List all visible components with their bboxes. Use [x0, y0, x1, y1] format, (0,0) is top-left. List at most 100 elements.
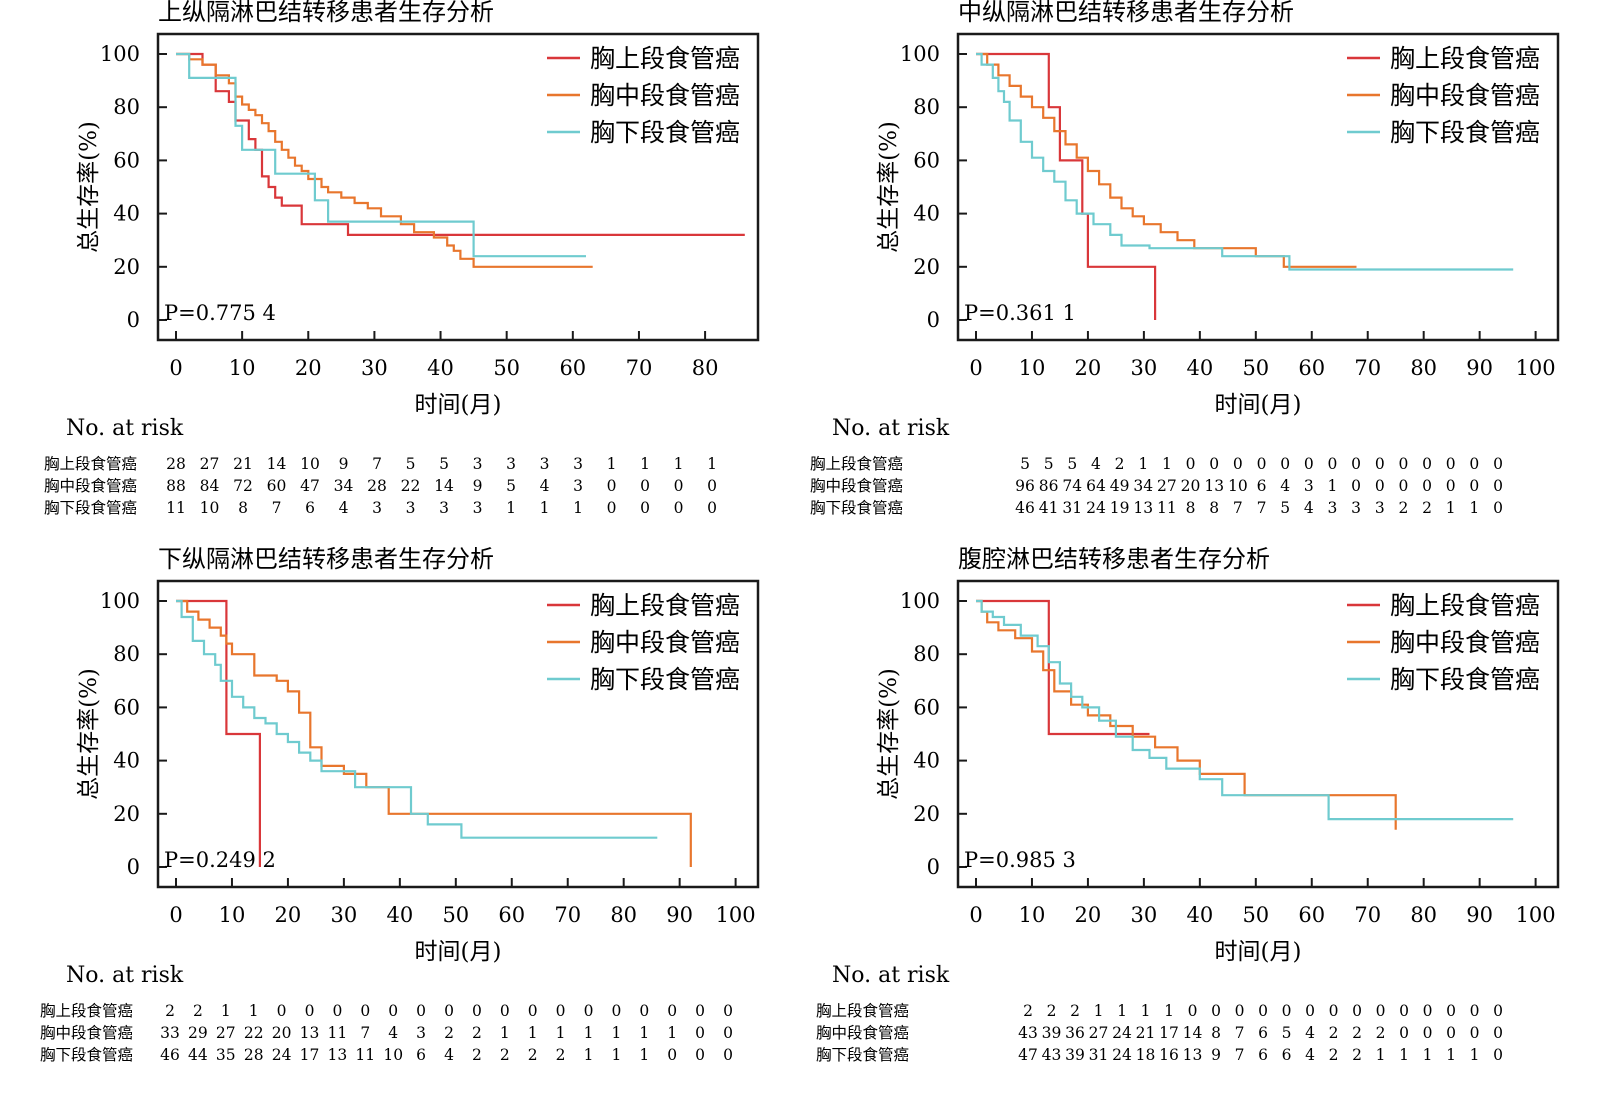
risk-count: 0 — [723, 1024, 733, 1042]
x-axis-label: 时间(月) — [1215, 392, 1302, 418]
risk-count: 4 — [540, 477, 550, 495]
legend-label: 胸中段食管癌 — [590, 628, 740, 657]
risk-count: 0 — [667, 1046, 677, 1064]
risk-count: 17 — [1159, 1024, 1179, 1042]
risk-count: 28 — [244, 1046, 264, 1064]
risk-count: 1 — [667, 1024, 677, 1042]
risk-count: 0 — [1446, 455, 1456, 473]
x-axis-label: 时间(月) — [415, 939, 502, 965]
risk-count: 0 — [472, 1002, 482, 1020]
survival-curve-1 — [976, 599, 1150, 736]
risk-count: 2 — [1329, 1046, 1339, 1064]
survival-curve-3 — [176, 52, 586, 258]
risk-row-label: 胸上段食管癌 — [40, 1002, 133, 1020]
risk-count: 46 — [1015, 499, 1035, 517]
legend-label: 胸上段食管癌 — [1390, 44, 1540, 73]
plot-frame — [956, 32, 1560, 342]
plot-frame — [156, 579, 760, 889]
risk-row-label: 胸中段食管癌 — [810, 477, 903, 495]
risk-count: 17 — [300, 1046, 320, 1064]
y-tick-label: 80 — [913, 642, 940, 666]
chart-title: 下纵隔淋巴结转移患者生存分析 — [158, 547, 494, 573]
risk-count: 1 — [556, 1024, 566, 1042]
km-panel-abdominal: 腹腔淋巴结转移患者生存分析 0 20 40 60 80 100 0 10 20 30 40 50 60 70… — [800, 547, 1600, 1094]
risk-count: 0 — [1399, 1002, 1409, 1020]
risk-count: 7 — [1235, 1024, 1245, 1042]
risk-count: 2 — [1329, 1024, 1339, 1042]
chart-title: 中纵隔淋巴结转移患者生存分析 — [958, 0, 1294, 26]
risk-count: 0 — [1423, 1002, 1433, 1020]
risk-count: 2 — [1023, 1002, 1033, 1020]
risk-row-label: 胸上段食管癌 — [810, 455, 903, 473]
risk-count: 0 — [1351, 477, 1361, 495]
x-tick-label: 0 — [169, 903, 182, 927]
risk-count: 0 — [607, 477, 617, 495]
risk-count: 2 — [472, 1046, 482, 1064]
survival-curve-2 — [976, 599, 1397, 830]
risk-count: 0 — [723, 1046, 733, 1064]
risk-count: 0 — [639, 1002, 649, 1020]
x-tick-label: 40 — [427, 356, 454, 380]
x-tick-label: 20 — [1075, 356, 1102, 380]
risk-count: 47 — [1018, 1046, 1038, 1064]
risk-count: 22 — [401, 477, 421, 495]
risk-count: 27 — [1157, 477, 1177, 495]
chart-title: 上纵隔淋巴结转移患者生存分析 — [158, 0, 494, 26]
risk-count: 2 — [1422, 499, 1432, 517]
risk-count: 0 — [1493, 499, 1503, 517]
risk-count: 86 — [1039, 477, 1059, 495]
risk-count: 0 — [695, 1024, 705, 1042]
risk-count: 5 — [1067, 455, 1077, 473]
risk-table-title: No. at risk — [66, 963, 184, 988]
risk-count: 0 — [1422, 477, 1432, 495]
x-axis-label: 时间(月) — [415, 392, 502, 418]
y-tick-label: 60 — [113, 695, 140, 719]
y-tick-label: 100 — [900, 42, 940, 66]
risk-row-label: 胸中段食管癌 — [816, 1024, 909, 1042]
chart-title: 腹腔淋巴结转移患者生存分析 — [958, 547, 1270, 573]
x-tick-label: 30 — [1131, 903, 1158, 927]
x-tick-label: 100 — [716, 903, 756, 927]
risk-count: 11 — [328, 1024, 348, 1042]
risk-count: 8 — [1186, 499, 1196, 517]
risk-count: 7 — [1235, 1046, 1245, 1064]
risk-count: 1 — [540, 499, 550, 517]
x-tick-label: 90 — [1466, 356, 1493, 380]
risk-count: 0 — [1233, 455, 1243, 473]
risk-count: 0 — [1398, 477, 1408, 495]
risk-count: 1 — [1470, 1046, 1480, 1064]
risk-count: 4 — [1305, 1024, 1315, 1042]
risk-count: 44 — [188, 1046, 208, 1064]
risk-count: 0 — [1446, 1024, 1456, 1042]
x-tick-label: 10 — [219, 903, 246, 927]
survival-curve-3 — [176, 599, 658, 839]
risk-count: 7 — [272, 499, 282, 517]
x-tick-label: 60 — [1298, 903, 1325, 927]
risk-count: 0 — [607, 499, 617, 517]
risk-count: 88 — [166, 477, 186, 495]
risk-count: 0 — [674, 477, 684, 495]
x-tick-label: 10 — [229, 356, 256, 380]
risk-count: 1 — [1164, 1002, 1174, 1020]
risk-count: 1 — [640, 455, 650, 473]
risk-count: 4 — [1304, 499, 1314, 517]
risk-count: 28 — [166, 455, 186, 473]
risk-count: 6 — [1257, 477, 1267, 495]
risk-count: 0 — [528, 1002, 538, 1020]
risk-count: 3 — [406, 499, 416, 517]
risk-count: 7 — [1233, 499, 1243, 517]
y-tick-label: 60 — [913, 148, 940, 172]
risk-count: 8 — [1211, 1024, 1221, 1042]
risk-count: 39 — [1042, 1024, 1062, 1042]
y-tick-label: 0 — [127, 855, 140, 879]
risk-count: 1 — [249, 1002, 259, 1020]
legend-label: 胸下段食管癌 — [1390, 118, 1540, 147]
km-panel-lower-mediastinal: 下纵隔淋巴结转移患者生存分析 0 20 40 60 80 100 0 10 20 30 40 50 60 7… — [0, 547, 800, 1094]
x-tick-label: 70 — [1354, 903, 1381, 927]
y-tick-label: 20 — [113, 255, 140, 279]
p-value: P=0.249 2 — [164, 848, 276, 872]
y-tick-label: 40 — [913, 202, 940, 226]
x-tick-label: 30 — [361, 356, 388, 380]
risk-count: 31 — [1062, 499, 1082, 517]
